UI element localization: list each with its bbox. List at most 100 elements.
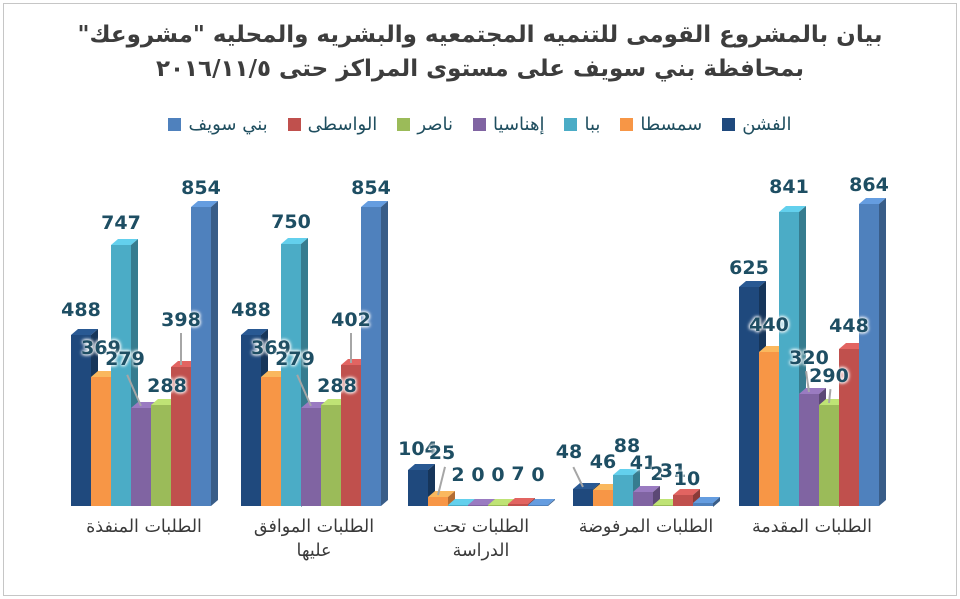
legend-item-0: الفشن [722, 114, 792, 135]
bar-label: 46 [589, 450, 617, 473]
bar-label: 854 [351, 177, 391, 200]
bar-2-cat-0 [111, 244, 131, 506]
bar-6-cat-4 [859, 203, 879, 506]
bar-label: 288 [147, 375, 187, 398]
leader-line [180, 332, 182, 365]
bar-group-0: 488 369 747 279 288 398 854 [61, 151, 231, 506]
bar-5-cat-0 [171, 366, 191, 506]
bar-label: 288 [317, 375, 357, 398]
bar-1-cat-2 [428, 497, 448, 506]
category-label-0: الطلبات المنفذة [86, 517, 202, 537]
bar-1-cat-0 [91, 376, 111, 506]
legend-swatch-icon [168, 118, 182, 131]
category-label-1: الطلبات الموافق عليها [253, 517, 375, 561]
bar-group-1: 488 369 750 279 288 402 854 [231, 151, 401, 506]
legend-swatch-icon [287, 118, 301, 131]
bar-5-cat-2 [508, 503, 528, 506]
bar-2-cat-1 [281, 243, 301, 506]
bar-6-cat-3 [693, 502, 713, 506]
bar-label: 402 [331, 309, 371, 332]
bar-0-cat-0 [71, 335, 91, 506]
leader-line [350, 333, 352, 364]
bar-label: 25 [428, 442, 456, 465]
bar-label: 369 [251, 336, 291, 359]
bar-label: 750 [271, 210, 311, 233]
bar-label: 448 [829, 315, 869, 338]
legend-label: بني سويف [188, 114, 268, 135]
bar-4-cat-4 [819, 404, 839, 506]
legend-label: الفشن [742, 114, 792, 135]
bar-6-cat-0 [191, 207, 211, 506]
legend-label: ناصر [417, 114, 454, 135]
bar-label: 31 [659, 460, 687, 483]
legend-swatch-icon [564, 118, 578, 131]
bar-label: 488 [231, 299, 271, 322]
legend-swatch-icon [620, 118, 634, 131]
bar-2-cat-4 [779, 211, 799, 506]
legend-item-6: بني سويف [168, 114, 268, 135]
bar-label: 88 [613, 435, 641, 458]
bar-0-cat-2 [408, 469, 428, 506]
bar-0-cat-3 [573, 489, 593, 506]
bar-label: 0 [491, 464, 505, 487]
bar-group-3: 48 46 88 41 2 31 10 [556, 151, 733, 506]
chart-title: بيان بالمشروع القومى للتنميه المجتمعيه و… [4, 18, 956, 86]
bar-6-cat-2 [528, 505, 548, 506]
bar-0-cat-1 [241, 335, 261, 506]
bar-5-cat-3 [673, 495, 693, 506]
bar-label: 41 [629, 451, 657, 474]
legend-label: سمسطا [640, 114, 703, 135]
bar-3-cat-2 [468, 505, 488, 506]
bar-3-cat-3 [633, 491, 653, 506]
bar-label: 48 [555, 441, 583, 464]
bar-3-cat-4 [799, 394, 819, 506]
bar-label: 320 [789, 347, 829, 369]
bar-group-4: 625 440 841 320 290 448 864 [729, 151, 899, 506]
chart-title-line1: بيان بالمشروع القومى للتنميه المجتمعيه و… [77, 22, 883, 48]
bar-1-cat-3 [593, 489, 613, 506]
bar-5-cat-4 [839, 349, 859, 506]
category-label-2: الطلبات تحت الدراسة [432, 517, 530, 561]
bar-label: 864 [849, 173, 889, 196]
legend-swatch-icon [397, 118, 411, 131]
bar-label: 2 [451, 464, 465, 487]
bar-2-cat-2 [448, 505, 468, 506]
legend-swatch-icon [722, 118, 736, 131]
legend-item-4: ناصر [397, 114, 453, 135]
legend-item-5: الواسطى [287, 114, 378, 135]
bar-4-cat-0 [151, 405, 171, 506]
category-label-3: الطلبات المرفوضة [578, 517, 714, 537]
bar-label: 7 [511, 462, 525, 485]
chart-frame: بيان بالمشروع القومى للتنميه المجتمعيه و… [3, 3, 957, 596]
category-label-4: الطلبات المقدمة [751, 517, 873, 537]
bar-6-cat-1 [361, 207, 381, 506]
chart-title-line2: بمحافظة بني سويف على مستوى المراكز حتى ٢… [155, 56, 805, 82]
bar-label: 854 [181, 177, 221, 200]
bar-3-cat-0 [131, 408, 151, 506]
bar-label: 2 [650, 463, 664, 486]
legend-swatch-icon [473, 118, 487, 131]
chart-legend: الفشن سمسطا ببا إهناسيا ناصر الواسطى بني سويف [4, 114, 956, 135]
bar-3-cat-1 [301, 408, 321, 506]
bar-label: 279 [275, 348, 315, 371]
bar-label: 747 [101, 211, 141, 234]
bar-4-cat-2 [488, 505, 508, 506]
bar-label: 0 [471, 464, 485, 487]
bar-label: 841 [769, 175, 809, 198]
legend-label: إهناسيا [493, 114, 545, 135]
bar-label: 625 [729, 257, 769, 280]
legend-label: ببا [584, 114, 601, 135]
bar-group-2: 104 25 2 0 0 7 0 [398, 151, 568, 506]
bar-0-cat-4 [739, 287, 759, 506]
bar-label: 369 [81, 336, 121, 359]
bar-label: 488 [61, 299, 101, 322]
plot-area: 488 369 747 279 288 398 854 488 369 750 279 288 402 8… [4, 151, 956, 506]
legend-item-3: إهناسيا [473, 114, 544, 135]
legend-item-1: سمسطا [620, 114, 702, 135]
bar-1-cat-1 [261, 376, 281, 506]
legend-item-2: ببا [564, 114, 600, 135]
bar-label: 290 [809, 364, 849, 387]
bar-5-cat-1 [341, 365, 361, 506]
bar-4-cat-1 [321, 405, 341, 506]
legend-label: الواسطى [307, 114, 378, 135]
